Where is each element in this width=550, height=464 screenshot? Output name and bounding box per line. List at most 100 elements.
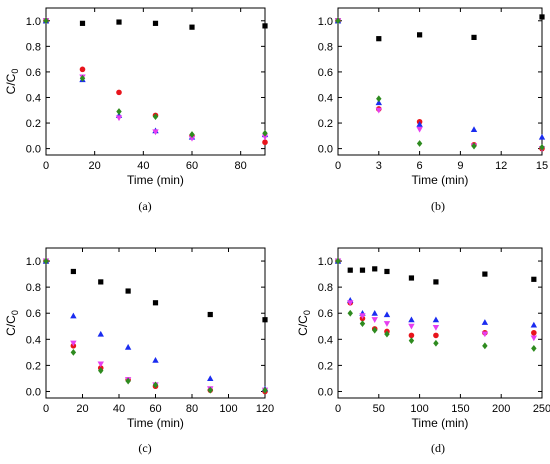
y-tick-label: 0.8 bbox=[318, 282, 333, 294]
data-point-diamond bbox=[152, 113, 159, 121]
x-tick-label: 200 bbox=[492, 403, 510, 415]
data-point-triangle bbox=[70, 312, 77, 319]
data-point-diamond bbox=[372, 326, 378, 334]
y-axis-title: C/C0 bbox=[296, 310, 312, 336]
data-point-triangle bbox=[408, 316, 415, 323]
data-point-triangle bbox=[470, 126, 478, 132]
x-tick-label: 6 bbox=[417, 160, 423, 172]
x-tick-label: 0 bbox=[335, 160, 341, 172]
data-point-triangle-down bbox=[408, 323, 415, 330]
plot-frame bbox=[45, 247, 266, 399]
y-axis-title: C/C0 bbox=[4, 310, 20, 336]
chart-panel-4: 0 50 100 150 200 250 0.0 0.2 0.4 0.6 0.8 1.0 Time (m… bbox=[296, 247, 550, 455]
data-point-diamond bbox=[125, 377, 131, 385]
data-point-triangle-down bbox=[188, 135, 196, 142]
y-tick-label: 0.0 bbox=[26, 144, 41, 156]
data-point-triangle bbox=[371, 310, 378, 316]
y-tick-label: 0.6 bbox=[26, 67, 41, 79]
x-tick-label: 0 bbox=[43, 403, 49, 415]
x-tick-label: 80 bbox=[186, 403, 198, 415]
data-point-square bbox=[79, 20, 86, 26]
data-point-diamond bbox=[43, 17, 49, 25]
data-point-diamond bbox=[262, 129, 268, 137]
data-point-triangle-down bbox=[347, 300, 354, 306]
y-tick-label: 0.6 bbox=[318, 308, 333, 320]
data-point-square bbox=[70, 268, 76, 275]
y-tick-label: 0.4 bbox=[318, 334, 333, 346]
data-point-triangle-down bbox=[530, 335, 538, 342]
data-point-diamond bbox=[359, 320, 366, 328]
data-point-square bbox=[433, 279, 439, 285]
data-point-diamond bbox=[347, 309, 353, 317]
data-point-square bbox=[262, 317, 268, 323]
data-point-diamond bbox=[262, 386, 268, 394]
data-point-triangle-down bbox=[432, 325, 440, 331]
data-point-triangle bbox=[124, 343, 132, 350]
data-point-triangle-down bbox=[152, 129, 159, 136]
x-tick-label: 120 bbox=[256, 403, 274, 415]
y-tick-label: 0.2 bbox=[318, 360, 333, 372]
x-tick-label: 80 bbox=[235, 160, 247, 172]
y-tick-label: 0.2 bbox=[318, 118, 333, 130]
data-point-triangle bbox=[383, 311, 391, 318]
x-tick-label: 250 bbox=[533, 403, 550, 415]
data-point-triangle bbox=[375, 99, 382, 106]
data-point-square bbox=[531, 276, 537, 282]
x-tick-label: 20 bbox=[89, 160, 101, 172]
x-tick-label: 60 bbox=[186, 160, 198, 172]
y-tick-label: 0.4 bbox=[26, 92, 41, 104]
data-point-triangle bbox=[152, 356, 159, 363]
y-tick-label: 0.8 bbox=[318, 41, 333, 53]
y-tick-label: 0.2 bbox=[26, 118, 41, 130]
chart-panel-1: 0 20 40 60 80 0.0 0.2 0.4 0.6 0.8 1.0 Time (min) C/C… bbox=[4, 7, 269, 213]
plot-frame bbox=[337, 7, 543, 156]
x-tick-label: 40 bbox=[113, 403, 125, 415]
x-axis-title: Time (min) bbox=[412, 416, 469, 430]
data-point-circle bbox=[262, 139, 268, 146]
data-point-diamond bbox=[433, 339, 439, 347]
plot-frame bbox=[337, 247, 543, 399]
data-point-diamond bbox=[335, 17, 341, 25]
data-point-square bbox=[408, 275, 415, 281]
data-point-triangle-down bbox=[481, 331, 489, 338]
data-point-diamond bbox=[70, 348, 77, 356]
data-point-circle bbox=[408, 332, 415, 339]
data-point-diamond bbox=[408, 337, 415, 345]
data-point-circle bbox=[433, 332, 439, 339]
data-point-triangle bbox=[432, 316, 440, 323]
data-point-triangle bbox=[97, 330, 104, 337]
y-tick-label: 0.0 bbox=[318, 386, 333, 398]
data-point-square bbox=[539, 14, 545, 20]
data-point-diamond bbox=[43, 257, 49, 265]
y-tick-label: 1.0 bbox=[26, 256, 41, 268]
data-point-square bbox=[116, 19, 122, 25]
data-point-triangle bbox=[207, 375, 214, 381]
data-point-triangle-down bbox=[375, 107, 382, 114]
data-point-square bbox=[372, 266, 378, 272]
data-point-triangle-down bbox=[416, 126, 423, 133]
data-point-square bbox=[152, 300, 159, 306]
data-point-square bbox=[152, 20, 159, 26]
data-point-square bbox=[417, 32, 423, 38]
y-axis-title: C/C0 bbox=[4, 69, 20, 95]
data-point-square bbox=[384, 268, 390, 275]
x-tick-label: 20 bbox=[76, 403, 88, 415]
data-point-diamond bbox=[531, 345, 537, 352]
y-tick-label: 1.0 bbox=[318, 256, 333, 268]
data-point-triangle-down bbox=[115, 115, 123, 122]
data-point-triangle-down bbox=[383, 321, 391, 327]
data-point-diamond bbox=[416, 140, 423, 147]
y-tick-label: 0.6 bbox=[26, 308, 41, 320]
data-point-square bbox=[376, 36, 382, 42]
x-axis-title: Time (min) bbox=[127, 173, 184, 187]
data-point-diamond bbox=[471, 142, 477, 150]
plot-frame bbox=[45, 7, 266, 156]
y-tick-label: 0.0 bbox=[318, 144, 333, 156]
data-point-circle bbox=[116, 89, 122, 96]
y-tick-label: 0.4 bbox=[318, 92, 333, 104]
data-point-circle bbox=[79, 66, 86, 73]
x-tick-label: 3 bbox=[376, 160, 382, 172]
x-tick-label: 150 bbox=[451, 403, 469, 415]
data-point-diamond bbox=[79, 74, 86, 82]
data-point-triangle bbox=[416, 121, 423, 127]
